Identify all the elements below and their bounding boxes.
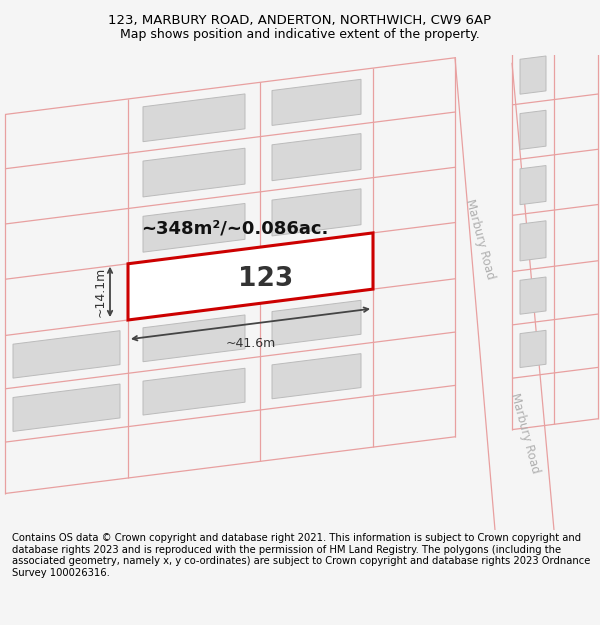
Text: Contains OS data © Crown copyright and database right 2021. This information is : Contains OS data © Crown copyright and d… <box>12 533 590 578</box>
Polygon shape <box>272 134 361 181</box>
Polygon shape <box>520 110 546 149</box>
Polygon shape <box>272 79 361 126</box>
Polygon shape <box>520 277 546 314</box>
Polygon shape <box>143 204 245 252</box>
Polygon shape <box>272 301 361 346</box>
Polygon shape <box>143 368 245 415</box>
Text: Marbury Road: Marbury Road <box>463 198 497 281</box>
Text: 123: 123 <box>238 266 293 292</box>
Text: 123, MARBURY ROAD, ANDERTON, NORTHWICH, CW9 6AP: 123, MARBURY ROAD, ANDERTON, NORTHWICH, … <box>109 14 491 27</box>
Text: ~348m²/~0.086ac.: ~348m²/~0.086ac. <box>142 220 329 238</box>
Polygon shape <box>520 221 546 261</box>
Polygon shape <box>13 331 120 378</box>
Text: ~14.1m: ~14.1m <box>94 267 107 317</box>
Polygon shape <box>143 315 245 362</box>
Polygon shape <box>13 384 120 431</box>
Polygon shape <box>520 331 546 367</box>
Polygon shape <box>520 166 546 204</box>
Text: ~41.6m: ~41.6m <box>226 336 275 349</box>
Polygon shape <box>272 189 361 236</box>
Polygon shape <box>272 354 361 399</box>
Polygon shape <box>143 94 245 142</box>
Polygon shape <box>143 148 245 197</box>
Text: Marbury Road: Marbury Road <box>508 391 542 474</box>
Polygon shape <box>128 233 373 320</box>
Text: Map shows position and indicative extent of the property.: Map shows position and indicative extent… <box>120 28 480 41</box>
Polygon shape <box>520 56 546 94</box>
